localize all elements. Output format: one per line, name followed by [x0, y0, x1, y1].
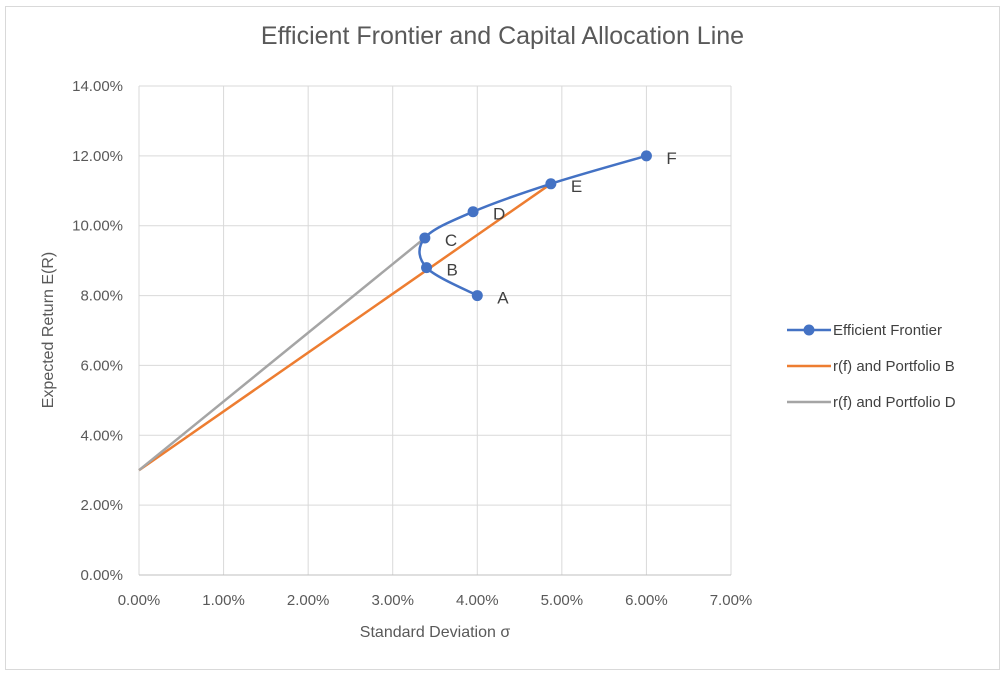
- y-tick-label: 12.00%: [72, 148, 123, 165]
- y-tick-label: 0.00%: [80, 567, 123, 584]
- point-label: D: [493, 205, 505, 224]
- y-tick-label: 10.00%: [72, 218, 123, 235]
- data-point: [471, 290, 483, 302]
- chart-title: Efficient Frontier and Capital Allocatio…: [260, 22, 745, 50]
- x-tick-label: 7.00%: [710, 592, 753, 609]
- legend-label: Efficient Frontier: [833, 322, 942, 339]
- legend-label: r(f) and Portfolio D: [833, 394, 956, 411]
- y-tick-label: 2.00%: [80, 497, 123, 514]
- chart-frame: [5, 6, 1000, 670]
- y-tick-label: 4.00%: [80, 427, 123, 444]
- x-tick-label: 2.00%: [287, 592, 330, 609]
- data-point: [419, 232, 431, 244]
- data-point: [640, 150, 652, 162]
- point-label: A: [497, 289, 509, 308]
- x-axis-title: Standard Deviation σ: [360, 624, 511, 641]
- point-label: C: [445, 231, 457, 250]
- y-tick-label: 14.00%: [72, 78, 123, 95]
- x-tick-label: 6.00%: [625, 592, 668, 609]
- data-point: [421, 262, 433, 274]
- y-tick-label: 8.00%: [80, 288, 123, 305]
- point-label: E: [571, 177, 582, 196]
- legend-marker: [803, 324, 815, 336]
- x-tick-label: 0.00%: [118, 592, 161, 609]
- y-axis-title: Expected Return E(R): [40, 252, 57, 409]
- legend-item: Efficient Frontier: [787, 322, 942, 339]
- series-line-r-f-and-portfolio-d: [138, 236, 426, 472]
- x-tick-label: 5.00%: [541, 592, 584, 609]
- series-line-r-f-and-portfolio-b: [138, 182, 552, 472]
- point-label: B: [447, 261, 458, 280]
- legend-item: r(f) and Portfolio D: [787, 394, 956, 411]
- x-tick-label: 4.00%: [456, 592, 499, 609]
- data-point: [467, 206, 479, 218]
- x-tick-label: 1.00%: [202, 592, 245, 609]
- point-label: F: [666, 149, 676, 168]
- x-tick-label: 3.00%: [371, 592, 414, 609]
- y-tick-label: 6.00%: [80, 357, 123, 374]
- legend-item: r(f) and Portfolio B: [787, 358, 955, 375]
- legend-label: r(f) and Portfolio B: [833, 358, 955, 375]
- data-point: [545, 178, 557, 190]
